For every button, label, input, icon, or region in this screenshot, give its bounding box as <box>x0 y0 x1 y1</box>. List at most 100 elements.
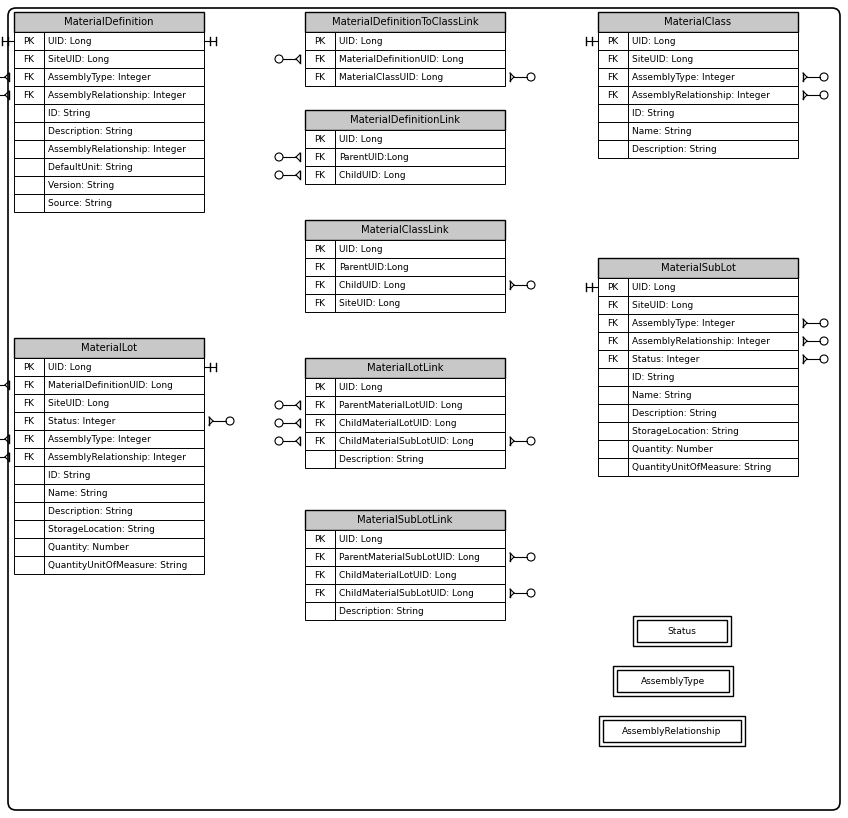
Text: Description: String: Description: String <box>632 145 717 154</box>
Bar <box>44 176 204 194</box>
Text: Description: String: Description: String <box>339 455 424 464</box>
Bar <box>628 296 798 314</box>
Bar <box>14 448 44 466</box>
Text: StorageLocation: String: StorageLocation: String <box>632 426 739 435</box>
Text: FK: FK <box>315 263 326 272</box>
Bar <box>335 68 505 86</box>
Bar <box>628 458 798 476</box>
Bar <box>44 430 204 448</box>
Text: ID: String: ID: String <box>632 109 674 118</box>
Text: Status: Status <box>667 627 696 636</box>
Text: DefaultUnit: String: DefaultUnit: String <box>48 163 133 172</box>
Text: ParentUID:Long: ParentUID:Long <box>339 152 409 161</box>
Bar <box>628 86 798 104</box>
Text: AssemblyRelationship: Integer: AssemblyRelationship: Integer <box>48 145 186 154</box>
Bar <box>305 258 335 276</box>
Text: FK: FK <box>24 91 35 100</box>
Text: MaterialSubLot: MaterialSubLot <box>661 263 735 273</box>
Text: Name: String: Name: String <box>632 127 692 136</box>
Bar <box>598 404 628 422</box>
Text: UID: Long: UID: Long <box>339 134 382 143</box>
Bar <box>598 12 798 32</box>
Text: ID: String: ID: String <box>48 109 91 118</box>
Text: AssemblyRelationship: Integer: AssemblyRelationship: Integer <box>632 91 770 100</box>
Bar <box>603 720 741 742</box>
Bar <box>305 358 505 378</box>
Text: FK: FK <box>607 91 618 100</box>
Bar <box>14 466 44 484</box>
Bar <box>628 440 798 458</box>
Bar <box>598 86 628 104</box>
Bar <box>44 556 204 574</box>
Bar <box>14 338 204 358</box>
Text: FK: FK <box>315 55 326 64</box>
Bar <box>305 130 335 148</box>
Text: FK: FK <box>607 73 618 82</box>
Text: FK: FK <box>315 152 326 161</box>
Bar <box>335 378 505 396</box>
Text: FK: FK <box>315 437 326 446</box>
Text: ParentUID:Long: ParentUID:Long <box>339 263 409 272</box>
Bar <box>44 520 204 538</box>
Text: SiteUID: Long: SiteUID: Long <box>632 55 694 64</box>
Bar <box>44 140 204 158</box>
Bar <box>335 240 505 258</box>
Bar <box>14 140 44 158</box>
Bar <box>14 358 44 376</box>
Text: SiteUID: Long: SiteUID: Long <box>632 300 694 309</box>
Bar <box>305 602 335 620</box>
Bar <box>628 368 798 386</box>
Text: MaterialLot: MaterialLot <box>81 343 137 353</box>
Text: FK: FK <box>607 354 618 363</box>
Bar <box>305 240 335 258</box>
Bar <box>305 396 335 414</box>
Text: ChildMaterialLotUID: Long: ChildMaterialLotUID: Long <box>339 570 456 579</box>
Bar <box>14 520 44 538</box>
Text: UID: Long: UID: Long <box>48 37 92 46</box>
Bar <box>305 584 335 602</box>
Bar <box>44 68 204 86</box>
Bar <box>305 566 335 584</box>
Bar <box>628 104 798 122</box>
Bar <box>305 32 335 50</box>
Bar <box>598 386 628 404</box>
Text: MaterialLotLink: MaterialLotLink <box>366 363 444 373</box>
Bar <box>335 276 505 294</box>
Text: Name: String: Name: String <box>632 390 692 399</box>
Bar <box>14 158 44 176</box>
Bar <box>44 122 204 140</box>
Bar <box>628 314 798 332</box>
Bar <box>14 484 44 502</box>
Bar <box>14 122 44 140</box>
Text: Quantity: Number: Quantity: Number <box>48 542 129 551</box>
Bar <box>305 220 505 240</box>
Bar <box>598 332 628 350</box>
Text: ChildMaterialSubLotUID: Long: ChildMaterialSubLotUID: Long <box>339 588 474 597</box>
Text: QuantityUnitOfMeasure: String: QuantityUnitOfMeasure: String <box>48 560 187 569</box>
Text: FK: FK <box>315 73 326 82</box>
Bar <box>598 278 628 296</box>
Text: PK: PK <box>24 362 35 371</box>
Bar <box>44 32 204 50</box>
Bar <box>305 166 335 184</box>
Bar <box>305 294 335 312</box>
Text: Source: String: Source: String <box>48 199 112 208</box>
Bar <box>598 440 628 458</box>
Bar <box>335 294 505 312</box>
Bar <box>335 530 505 548</box>
Text: FK: FK <box>607 336 618 345</box>
Bar <box>598 122 628 140</box>
Text: FK: FK <box>315 588 326 597</box>
Bar <box>335 148 505 166</box>
Bar <box>598 32 628 50</box>
Text: AssemblyRelationship: Integer: AssemblyRelationship: Integer <box>632 336 770 345</box>
Bar <box>335 258 505 276</box>
Bar <box>335 50 505 68</box>
Text: MaterialDefinition: MaterialDefinition <box>64 17 153 27</box>
Bar <box>628 278 798 296</box>
Bar <box>598 458 628 476</box>
Text: Version: String: Version: String <box>48 181 114 190</box>
Bar <box>44 158 204 176</box>
Bar <box>44 502 204 520</box>
Text: PK: PK <box>315 37 326 46</box>
